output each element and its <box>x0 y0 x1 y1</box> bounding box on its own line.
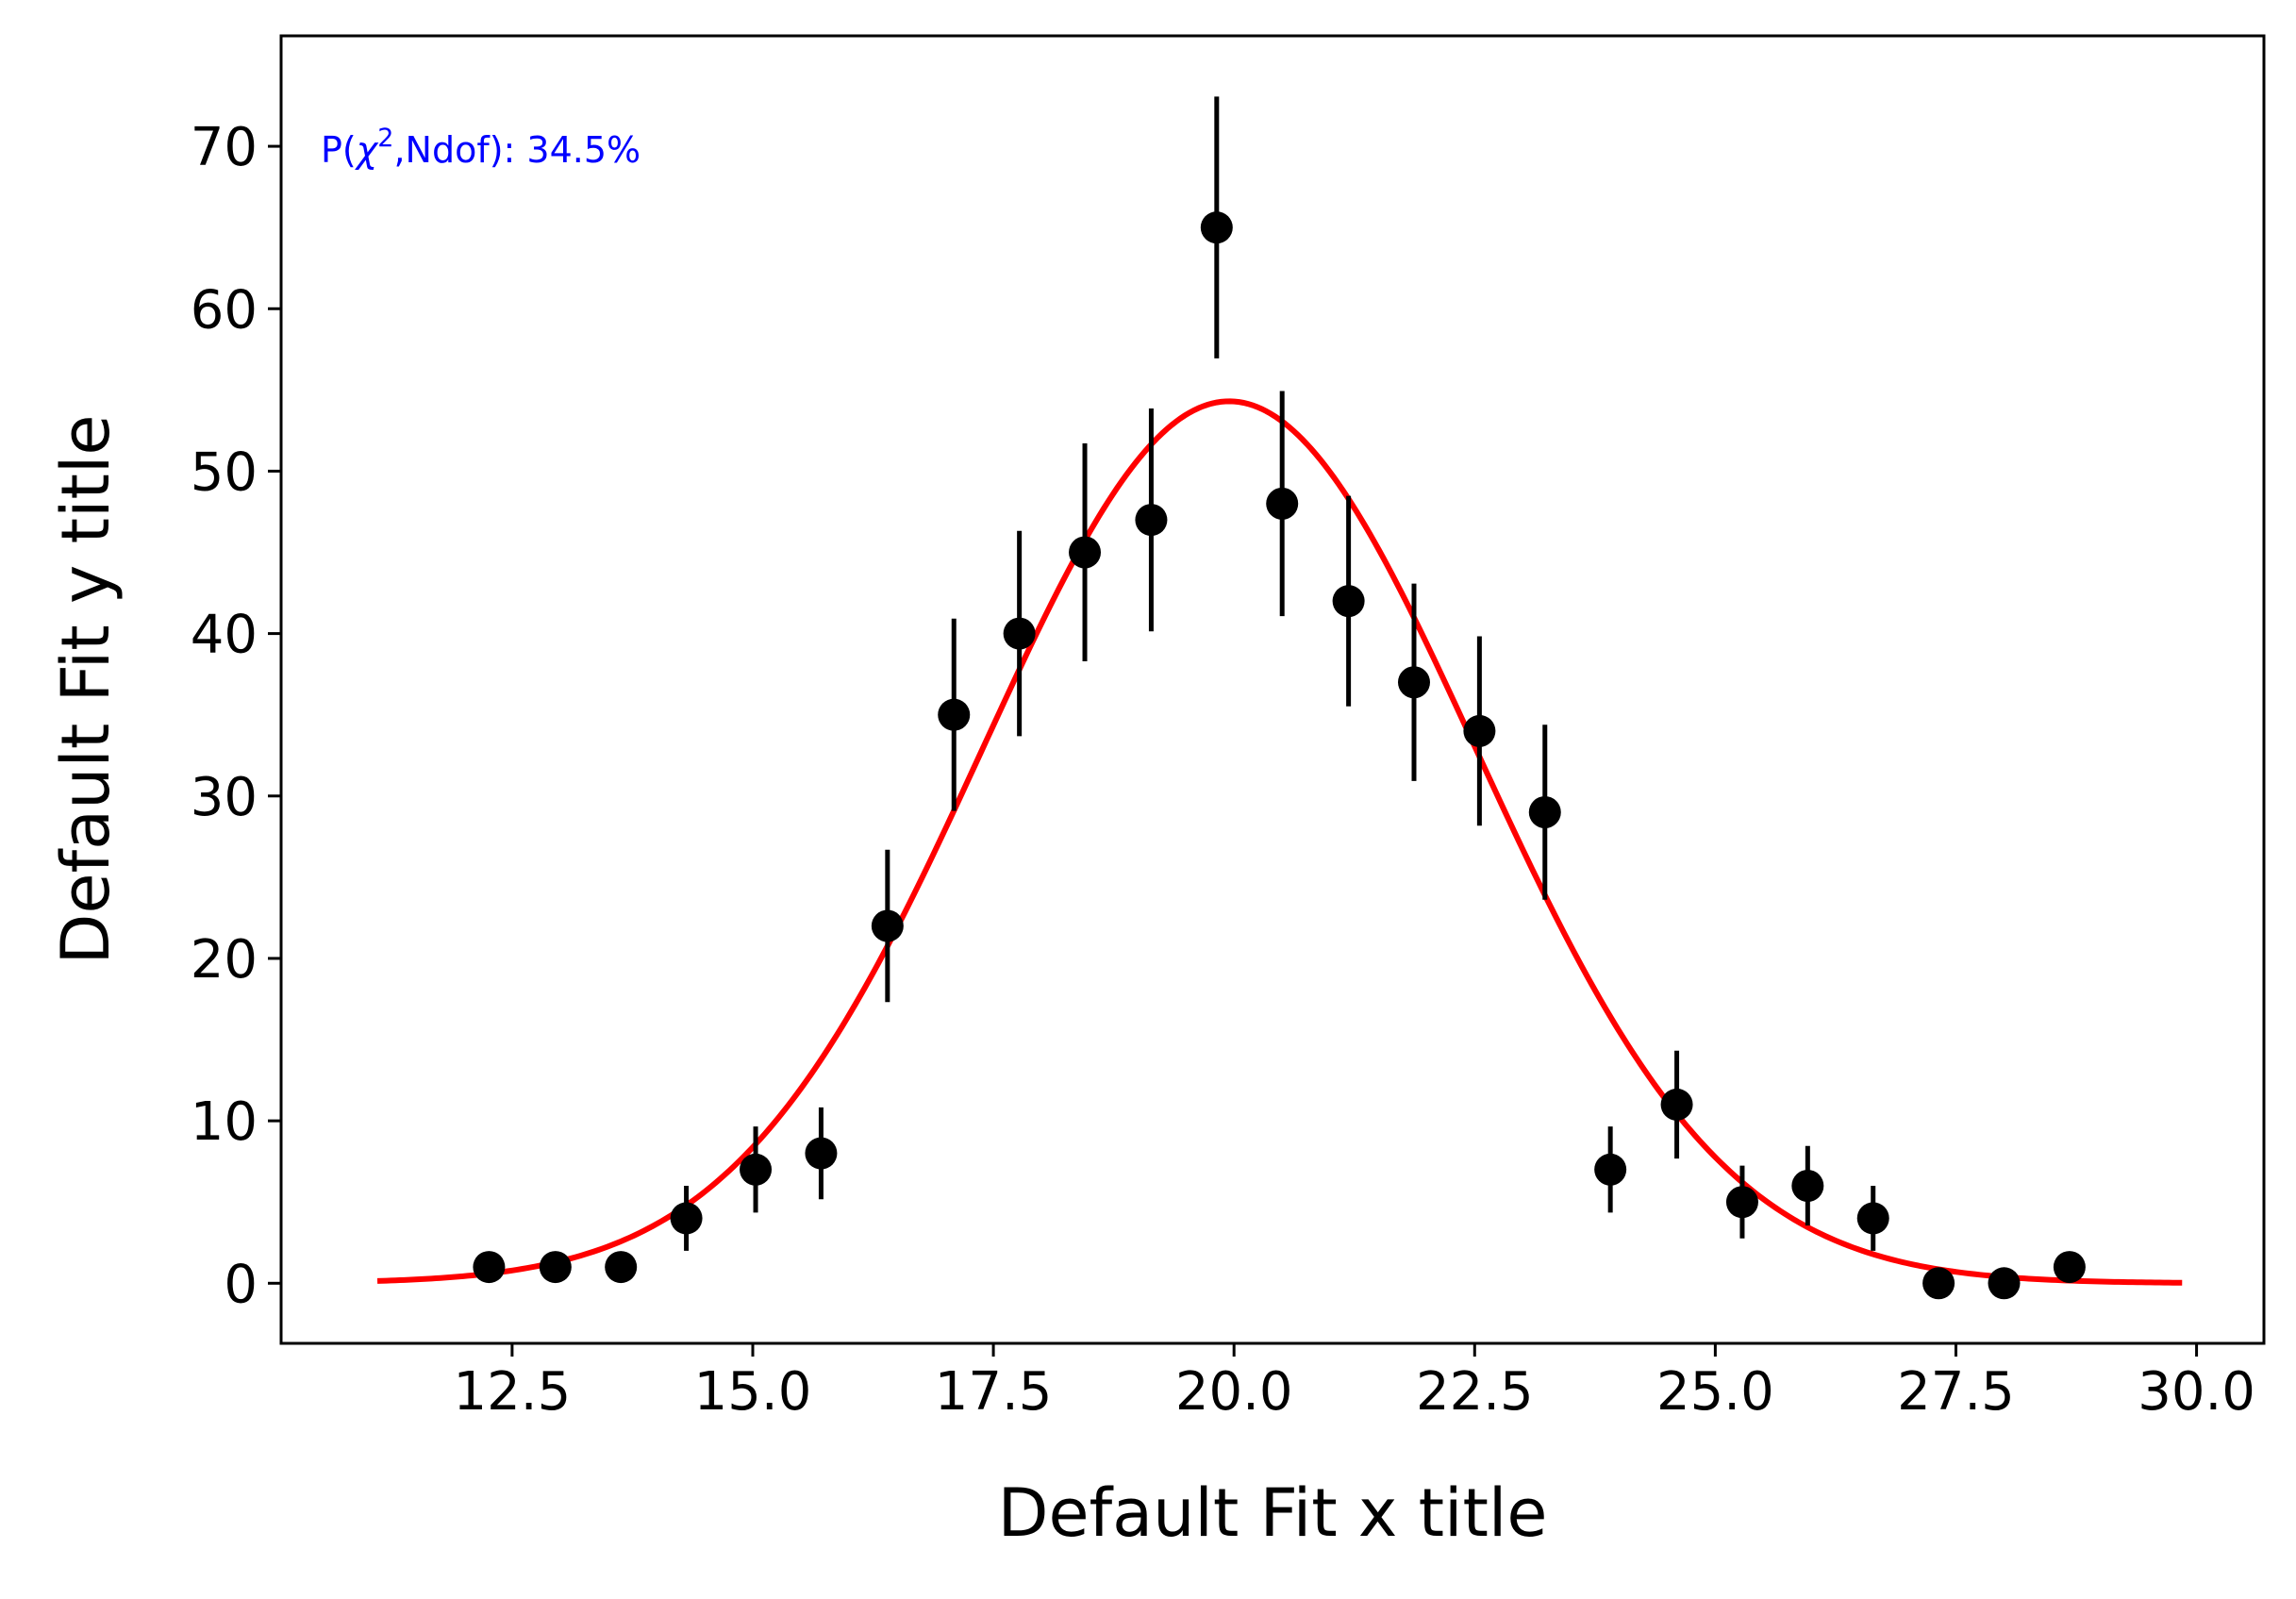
data-point <box>605 1251 638 1284</box>
y-tick-label: 40 <box>191 605 258 666</box>
data-point <box>1069 536 1102 569</box>
x-tick-label: 22.5 <box>1416 1361 1534 1423</box>
y-axis: 0 10 20 30 40 50 60 70 <box>191 117 281 1315</box>
annotation-suffix: ,Ndof): 34.5% <box>393 129 641 171</box>
x-tick-label: 30.0 <box>2138 1361 2255 1423</box>
y-tick-label: 50 <box>191 441 258 503</box>
x-tick-label: 17.5 <box>935 1361 1053 1423</box>
data-point <box>1725 1186 1758 1219</box>
data-point <box>1988 1267 2021 1300</box>
annotation-chi: χ <box>355 129 379 171</box>
data-point <box>1594 1153 1627 1186</box>
data-point <box>1463 714 1496 747</box>
data-point <box>1003 617 1036 650</box>
data-point <box>938 698 971 731</box>
data-point <box>1660 1088 1693 1121</box>
chi2-annotation: P(χ2,Ndof): 34.5% <box>321 124 641 171</box>
x-axis-label: Default Fit x title <box>998 1474 1548 1552</box>
x-tick-label: 15.0 <box>694 1361 812 1423</box>
annotation-prefix: P( <box>321 129 357 171</box>
data-point <box>1922 1267 1955 1300</box>
data-point <box>473 1251 506 1284</box>
y-tick-label: 60 <box>191 279 258 341</box>
x-tick-label: 20.0 <box>1175 1361 1293 1423</box>
data-point <box>1135 504 1168 537</box>
data-point <box>740 1153 773 1186</box>
y-tick-label: 70 <box>191 117 258 178</box>
y-tick-label: 20 <box>191 929 258 991</box>
data-point <box>1332 585 1365 618</box>
x-tick-label: 25.0 <box>1656 1361 1774 1423</box>
data-point <box>805 1137 838 1170</box>
data-point <box>1266 487 1299 520</box>
data-point <box>1791 1169 1824 1202</box>
data-point <box>1200 211 1233 244</box>
plot-frame <box>279 34 2266 1345</box>
data-point <box>871 909 904 942</box>
data-point <box>1528 795 1561 828</box>
x-axis: 12.5 15.0 17.5 20.0 22.5 25.0 27.5 30.0 <box>454 1343 2255 1423</box>
data-point <box>1397 666 1430 699</box>
data-point <box>1856 1202 1889 1235</box>
plot-area <box>376 96 2183 1300</box>
x-tick-label: 27.5 <box>1897 1361 2015 1423</box>
y-tick-label: 10 <box>191 1091 258 1153</box>
y-tick-label: 0 <box>224 1254 258 1315</box>
data-point <box>2053 1251 2086 1284</box>
y-axis-label: Default Fit y title <box>47 415 125 965</box>
annotation-superscript: 2 <box>377 124 393 153</box>
data-point <box>670 1202 703 1235</box>
x-tick-label: 12.5 <box>454 1361 572 1423</box>
data-point <box>539 1251 572 1284</box>
fit-curve <box>376 398 2183 1286</box>
y-tick-label: 30 <box>191 767 258 828</box>
